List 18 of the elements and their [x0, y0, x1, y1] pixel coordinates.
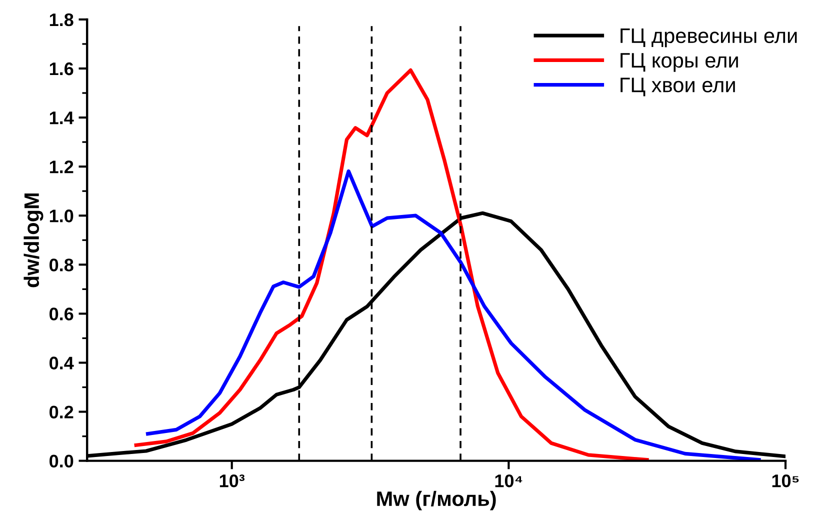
y-tick-label: 0.4 [50, 356, 74, 370]
y-tick-label: 1.6 [50, 62, 74, 76]
legend-label: ГЦ древесины ели [620, 28, 797, 48]
y-tick-label: 0.8 [50, 258, 74, 272]
y-tick-label: 1.2 [50, 160, 74, 174]
y-tick-label: 0.6 [50, 308, 74, 320]
y-tick-label: 1.8 [50, 13, 74, 26]
legend-label: ГЦ коры ели [620, 53, 738, 72]
x-tick-label: 10⁴ [495, 474, 522, 488]
y-axis-title: dw/dlogM [24, 194, 44, 288]
x-tick-label: 10⁵ [772, 474, 799, 488]
x-tick-label: 10³ [220, 474, 245, 488]
y-tick-label: 0.2 [50, 406, 74, 418]
y-tick-label: 1.0 [50, 210, 74, 222]
y-tick-label: 1.4 [50, 112, 74, 124]
legend-label: ГЦ хвои ели [620, 78, 735, 96]
x-axis-title: Mw (г/моль) [377, 490, 496, 510]
y-tick-label: 0.0 [50, 454, 74, 468]
